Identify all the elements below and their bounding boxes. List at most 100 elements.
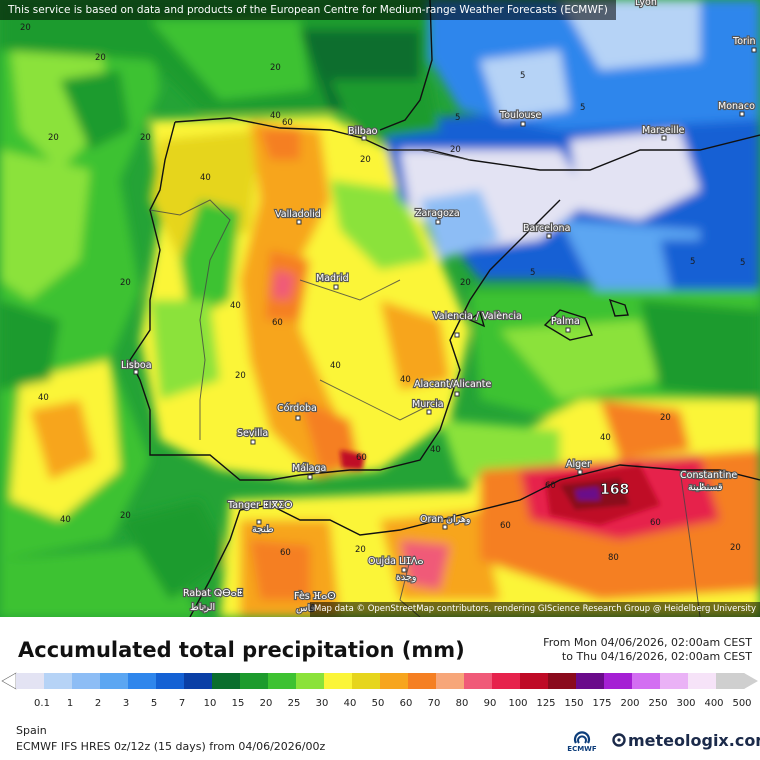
scale-swatch (184, 673, 213, 689)
city-malaga: Málaga (291, 462, 327, 480)
contour-label: 40 (270, 111, 281, 121)
svg-text:Málaga: Málaga (292, 463, 326, 474)
svg-text:Toulouse: Toulouse (499, 110, 541, 121)
svg-text:Rabat ⵕⴱⴰⵟ: Rabat ⵕⴱⴰⵟ (183, 588, 243, 599)
scale-swatch (128, 673, 157, 689)
contour-label: 60 (500, 521, 511, 531)
city-alicante: Alacant/Alicante (413, 378, 493, 397)
svg-text:Córdoba: Córdoba (277, 403, 317, 414)
brand-logo[interactable]: meteologix.com (612, 731, 760, 750)
city-rabat: Rabat ⵕⴱⴰⵟ الرباط (182, 587, 244, 614)
svg-text:Oran: Oran (420, 514, 443, 525)
scale-swatch (296, 673, 325, 689)
scale-tick-label: 400 (704, 698, 723, 709)
svg-text:وهران: وهران (446, 514, 470, 525)
contour-label: 5 (520, 71, 525, 81)
contour-label: 40 (430, 445, 441, 455)
city-labels: Lyon Torin Monaco Toulouse Marseille Bil… (120, 0, 757, 615)
contour-label: 40 (600, 433, 611, 443)
city-murcia: Murcia (411, 398, 445, 415)
brand-text: meteologix.com (628, 731, 760, 750)
svg-text:Tanger ⵟⵏⴳⵉⵔ: Tanger ⵟⵏⴳⵉⵔ (227, 500, 293, 511)
scale-tick-label: 300 (676, 698, 695, 709)
scale-swatch (660, 673, 689, 689)
scale-swatch (464, 673, 493, 689)
scale-tick-label: 0.1 (34, 698, 50, 709)
svg-text:وجدة: وجدة (396, 572, 416, 583)
city-alger: Alger (565, 458, 592, 475)
contour-label: 40 (60, 515, 71, 525)
scale-arrow-right (744, 673, 758, 689)
svg-text:Murcia: Murcia (412, 399, 444, 410)
scale-arrow-left (1, 672, 17, 690)
contour-label: 20 (730, 543, 741, 553)
contour-label: 20 (140, 133, 151, 143)
contour-label: 20 (235, 371, 246, 381)
contour-label: 40 (230, 301, 241, 311)
scale-swatch (72, 673, 101, 689)
scale-swatch (604, 673, 633, 689)
svg-text:Alacant/Alicante: Alacant/Alicante (414, 379, 492, 390)
contour-label: 40 (330, 361, 341, 371)
svg-text:Torin: Torin (732, 36, 756, 47)
city-barcelona: Barcelona (522, 222, 572, 239)
svg-text:Valencia / València: Valencia / València (433, 311, 522, 322)
scale-tick-label: 40 (344, 698, 357, 709)
page-title: Accumulated total precipitation (mm) (18, 638, 465, 662)
scale-swatch (716, 673, 745, 689)
svg-text:طنجة: طنجة (252, 524, 274, 535)
contour-label: 80 (608, 553, 619, 563)
ecmwf-logo-text: ECMWF (567, 745, 597, 753)
period-to: to Thu 04/16/2026, 02:00am CEST (561, 650, 752, 663)
ecmwf-attribution: This service is based on data and produc… (0, 0, 616, 20)
scale-tick-label: 100 (508, 698, 527, 709)
svg-text:Palma: Palma (551, 316, 580, 327)
city-bilbao: Bilbao (347, 125, 379, 141)
city-madrid: Madrid (315, 272, 350, 290)
scale-swatch (688, 673, 717, 689)
scale-swatch (408, 673, 437, 689)
scale-swatch (576, 673, 605, 689)
scale-tick-label: 150 (564, 698, 583, 709)
contour-label: 20 (360, 155, 371, 165)
brand-icon (612, 733, 626, 747)
contour-label: 5 (455, 113, 460, 123)
contour-label: 5 (740, 258, 745, 268)
precipitation-map[interactable]: 20 20 20 20 20 20 40 40 20 40 40 60 40 6… (0, 0, 760, 617)
svg-text:Madrid: Madrid (316, 273, 349, 284)
contour-label: 5 (530, 268, 535, 278)
scale-tick-label: 90 (484, 698, 497, 709)
scale-tick-label: 175 (592, 698, 611, 709)
city-valladolid: Valladolid (274, 208, 322, 225)
scale-swatch (212, 673, 241, 689)
svg-text:Constantine: Constantine (680, 470, 737, 481)
svg-text:Lyon: Lyon (635, 0, 657, 8)
scale-tick-label: 15 (232, 698, 245, 709)
svg-text:Alger: Alger (566, 459, 591, 470)
ecmwf-logo-icon (573, 731, 591, 744)
scale-swatch (492, 673, 521, 689)
scale-tick-label: 80 (456, 698, 469, 709)
contour-label: 5 (580, 103, 585, 113)
contour-label: 20 (660, 413, 671, 423)
contour-label: 60 (356, 453, 367, 463)
scale-tick-label: 1 (67, 698, 73, 709)
precipitation-field (0, 0, 760, 617)
svg-text:قسنطينة: قسنطينة (688, 482, 723, 493)
contour-label: 20 (120, 511, 131, 521)
ecmwf-logo: ECMWF (562, 730, 602, 754)
svg-text:Fès ⴼⴰⵙ: Fès ⴼⴰⵙ (294, 591, 336, 602)
contour-label: 40 (200, 173, 211, 183)
scale-tick-label: 10 (204, 698, 217, 709)
contour-label: 20 (460, 278, 471, 288)
scale-swatch (380, 673, 409, 689)
contour-label: 40 (400, 375, 411, 385)
svg-text:الرباط: الرباط (190, 602, 215, 613)
svg-text:Lisboa: Lisboa (121, 360, 152, 371)
city-zaragoza: Zaragoza (414, 207, 461, 225)
scale-tick-label: 70 (428, 698, 441, 709)
scale-tick-label: 30 (316, 698, 329, 709)
scale-swatch (156, 673, 185, 689)
contour-label: 20 (20, 23, 31, 33)
